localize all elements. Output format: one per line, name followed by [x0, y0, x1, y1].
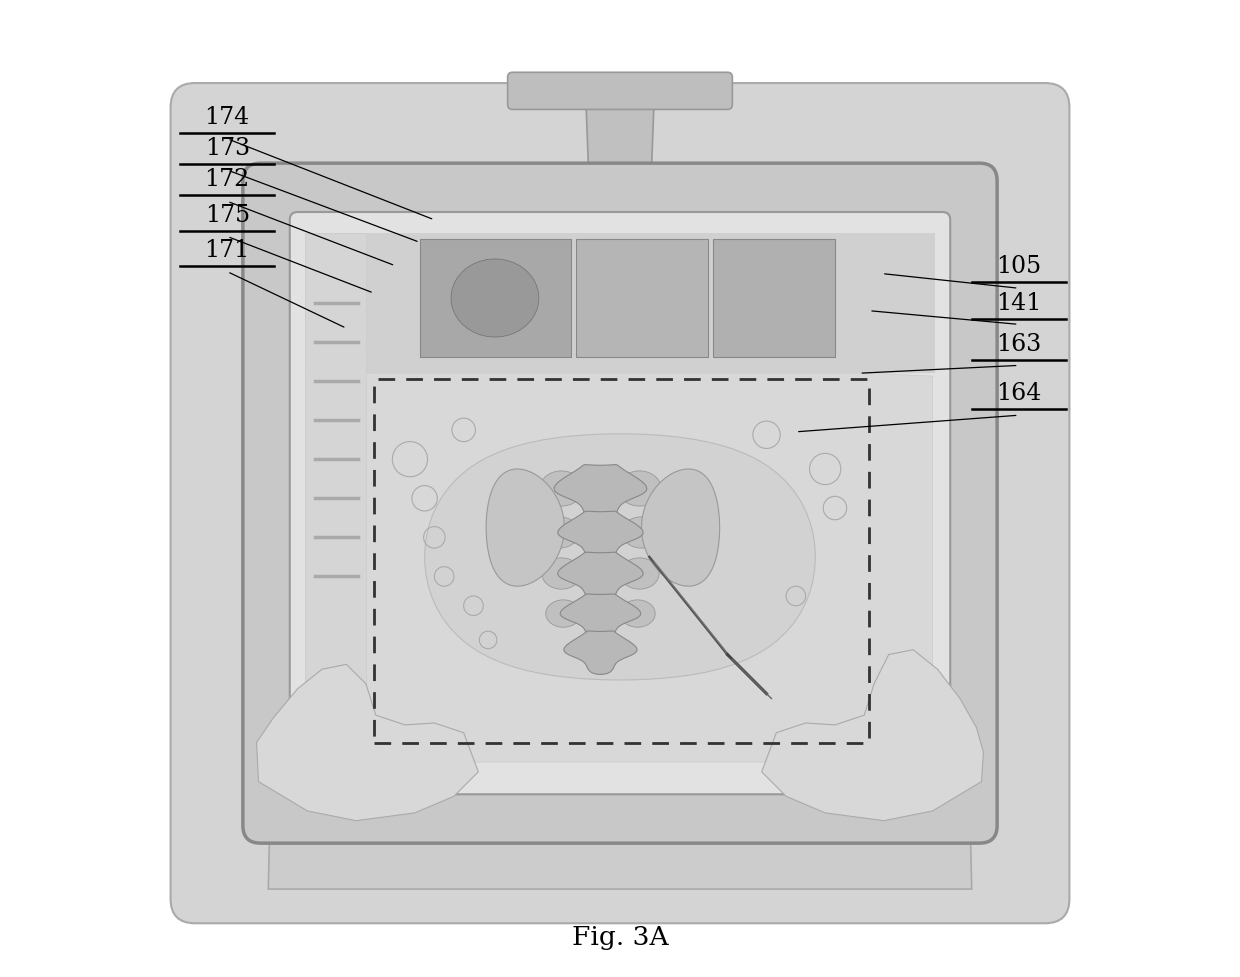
Text: 164: 164 [996, 382, 1042, 405]
Polygon shape [641, 469, 719, 586]
Text: 175: 175 [205, 203, 249, 227]
Polygon shape [419, 239, 572, 357]
Text: 173: 173 [205, 137, 249, 160]
Polygon shape [542, 558, 580, 589]
Text: 141: 141 [996, 291, 1042, 315]
Polygon shape [305, 233, 935, 373]
FancyBboxPatch shape [243, 163, 997, 843]
Text: 171: 171 [205, 238, 250, 262]
Polygon shape [268, 806, 972, 889]
Polygon shape [618, 471, 661, 506]
Text: 172: 172 [205, 168, 250, 191]
Polygon shape [620, 558, 660, 589]
Polygon shape [558, 511, 644, 561]
Text: 163: 163 [996, 332, 1042, 356]
Polygon shape [257, 664, 479, 821]
FancyBboxPatch shape [290, 212, 950, 794]
Polygon shape [560, 594, 641, 639]
Text: 105: 105 [996, 255, 1042, 278]
Text: 174: 174 [205, 106, 250, 129]
Polygon shape [620, 600, 655, 627]
Polygon shape [425, 434, 816, 680]
Polygon shape [713, 239, 835, 357]
Polygon shape [554, 465, 647, 520]
Text: Fig. 3A: Fig. 3A [572, 925, 668, 951]
Polygon shape [451, 259, 539, 337]
Polygon shape [564, 631, 637, 674]
Polygon shape [546, 600, 580, 627]
FancyBboxPatch shape [171, 83, 1069, 923]
Polygon shape [558, 552, 644, 602]
Polygon shape [486, 469, 564, 586]
Polygon shape [577, 239, 708, 357]
Polygon shape [585, 98, 655, 176]
Polygon shape [761, 650, 983, 821]
FancyBboxPatch shape [507, 72, 733, 109]
Polygon shape [539, 517, 579, 548]
Polygon shape [622, 517, 661, 548]
Polygon shape [539, 471, 583, 506]
Polygon shape [305, 373, 932, 762]
Polygon shape [305, 233, 366, 762]
